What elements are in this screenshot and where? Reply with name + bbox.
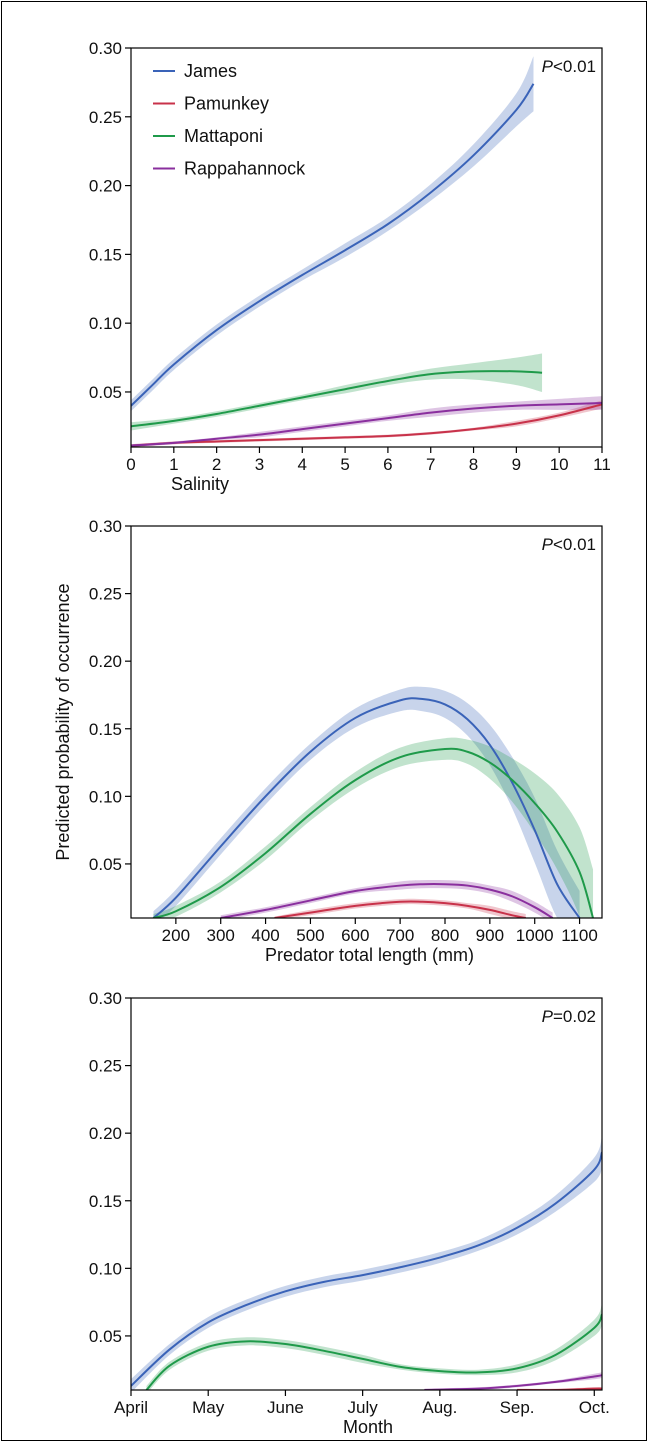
chart-panel-3: 0.05 0.10 0.15 0.20 0.25 0.30 April May June July… [89, 989, 610, 1437]
y-tick-label: 0.05 [89, 383, 122, 402]
x-axis-label: Salinity [171, 474, 229, 494]
significance-annotation: P<0.01 [542, 535, 596, 554]
y-axis-label: Predicted probability of occurrence [53, 583, 73, 860]
x-tick-label: 600 [341, 926, 369, 945]
y-tick-label: 0.10 [89, 1259, 122, 1278]
y-tick-label: 0.20 [89, 1124, 122, 1143]
y-tick-label: 0.25 [89, 585, 122, 604]
x-axis-label: Predator total length (mm) [265, 945, 474, 965]
confidence-band-james [131, 56, 534, 412]
y-tick-label: 0.25 [89, 1057, 122, 1076]
y-tick-label: 0.05 [89, 1327, 122, 1346]
legend-entry-james: James [184, 61, 237, 81]
series-line-pamunkey [517, 1387, 602, 1390]
y-tick-label: 0.15 [89, 720, 122, 739]
x-tick-label: June [267, 1398, 304, 1417]
x-tick-label: 900 [476, 926, 504, 945]
x-tick-label: 7 [426, 455, 435, 474]
x-tick-label: 400 [251, 926, 279, 945]
series-line-mattaponi [145, 1313, 602, 1390]
series-line-rappahannock [131, 401, 602, 447]
x-tick-label: 0 [126, 455, 135, 474]
series-line-mattaponi [131, 370, 543, 428]
y-tick-label: 0.05 [89, 855, 122, 874]
series-line-pamunkey [131, 403, 602, 447]
y-tick-label: 0.30 [89, 517, 122, 536]
legend-entry-rappahannock: Rappahannock [184, 159, 306, 179]
y-tick-label: 0.30 [89, 989, 122, 1008]
y-tick-label: 0.15 [89, 245, 122, 264]
x-tick-label: Aug. [422, 1398, 457, 1417]
axes-frame [130, 47, 603, 448]
series-line-james [131, 1151, 602, 1387]
plot-area [152, 686, 594, 918]
legend: James Pamunkey Mattaponi Rappahannock [153, 61, 306, 179]
x-tick-label: April [114, 1398, 148, 1417]
plot-area [131, 56, 602, 447]
plot-area [131, 1135, 602, 1390]
x-tick-label: 1100 [561, 926, 598, 945]
x-tick-label: 9 [512, 455, 521, 474]
y-tick-label: 0.15 [89, 1192, 122, 1211]
y-tick-label: 0.10 [89, 314, 122, 333]
series-line-rappahannock [220, 883, 554, 918]
y-tick-label: 0.30 [89, 39, 122, 58]
series-line-james [131, 83, 535, 407]
y-tick-label: 0.20 [89, 652, 122, 671]
x-tick-label: 8 [469, 455, 478, 474]
x-axis-label: Month [343, 1417, 393, 1437]
series-line-james [152, 697, 581, 918]
chart-panel-1: 0.05 0.10 0.15 0.20 0.25 0.30 0 1 2 3 4 5 6 7 8 9 10 11 Sa… [89, 39, 611, 494]
axes-frame [130, 525, 603, 919]
confidence-band-rappahannock [220, 879, 553, 918]
chart-panel-2: 0.05 0.10 0.15 0.20 0.25 0.30 200 300 400 500 600 7… [89, 517, 603, 965]
y-tick-label: 0.20 [89, 177, 122, 196]
axes-frame [130, 997, 603, 1391]
x-tick-label: 3 [255, 455, 264, 474]
legend-entry-pamunkey: Pamunkey [184, 94, 269, 114]
series-line-pamunkey [274, 900, 526, 918]
x-tick-label: 200 [162, 926, 190, 945]
legend-entry-mattaponi: Mattaponi [184, 126, 263, 146]
series-line-rappahannock [424, 1374, 602, 1390]
y-tick-label: 0.25 [89, 108, 122, 127]
x-tick-label: 1 [169, 455, 178, 474]
series-line-mattaponi [153, 747, 594, 918]
x-tick-label: 5 [340, 455, 349, 474]
x-tick-label: 11 [593, 455, 611, 474]
x-tick-label: 6 [383, 455, 392, 474]
x-tick-label: Oct. [579, 1398, 610, 1417]
y-tick-label: 0.10 [89, 787, 122, 806]
significance-annotation: P=0.02 [542, 1007, 596, 1026]
x-tick-label: 2 [212, 455, 221, 474]
x-tick-label: July [348, 1398, 379, 1417]
x-tick-label: 10 [550, 455, 569, 474]
confidence-band-pamunkey [274, 898, 526, 918]
x-tick-label: 800 [431, 926, 459, 945]
significance-annotation: P<0.01 [542, 57, 596, 76]
x-tick-label: May [192, 1398, 225, 1417]
x-tick-label: 700 [386, 926, 414, 945]
x-tick-label: 4 [298, 455, 307, 474]
x-tick-label: Sep. [500, 1398, 535, 1417]
x-tick-label: 300 [207, 926, 235, 945]
x-tick-label: 1000 [516, 926, 554, 945]
x-tick-label: 500 [296, 926, 324, 945]
